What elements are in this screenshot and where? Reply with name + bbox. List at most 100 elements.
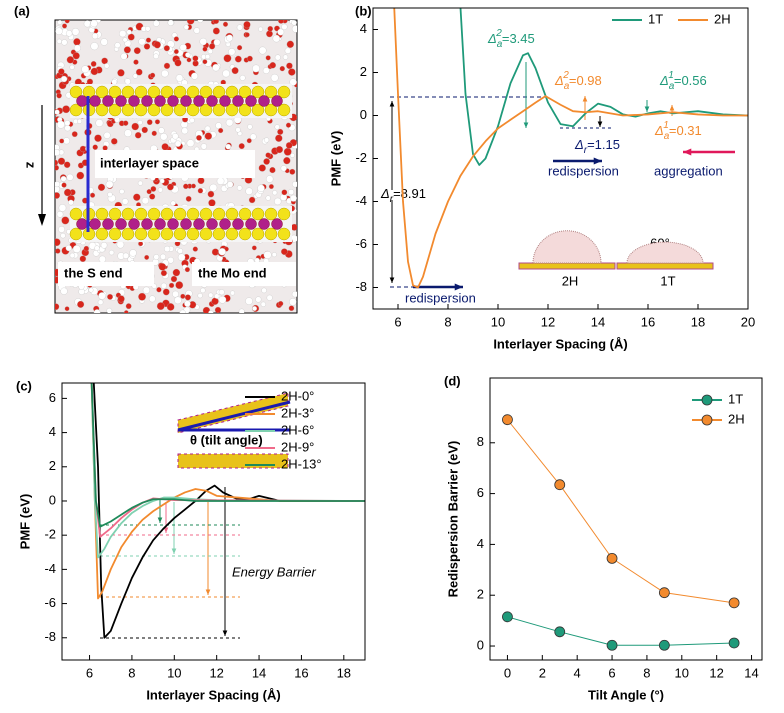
annotation-part: a xyxy=(664,131,670,142)
atom xyxy=(204,125,211,132)
atom xyxy=(222,69,230,78)
y-tick-label: 6 xyxy=(477,485,484,500)
sulfur xyxy=(264,85,278,99)
atom xyxy=(272,34,281,43)
atom xyxy=(218,295,227,304)
atom xyxy=(100,38,108,46)
data-point xyxy=(502,414,513,426)
atom xyxy=(83,20,91,28)
atom xyxy=(288,305,295,311)
atom xyxy=(197,177,205,185)
atom xyxy=(57,157,66,165)
series-line xyxy=(507,616,735,646)
atom xyxy=(258,164,266,172)
annotation-part: =1.15 xyxy=(587,137,620,152)
arrow-head xyxy=(38,214,46,226)
molybdenum xyxy=(206,218,218,230)
legend-label: 2H-0° xyxy=(281,388,314,403)
atom xyxy=(184,300,191,307)
annotation-part: Δ xyxy=(659,73,669,88)
sulfur xyxy=(134,227,148,241)
atom xyxy=(119,188,125,195)
atom xyxy=(61,182,67,188)
panel-label: (c) xyxy=(16,378,32,393)
legend-marker xyxy=(701,394,713,406)
series-line xyxy=(90,383,365,559)
sulfur xyxy=(134,103,148,117)
atom xyxy=(58,68,65,75)
atom xyxy=(172,268,181,277)
atom xyxy=(61,216,70,225)
atom xyxy=(185,195,192,202)
x-tick-label: 12 xyxy=(709,665,723,680)
atom xyxy=(138,241,144,247)
sulfur xyxy=(173,85,187,99)
atom xyxy=(261,287,267,294)
arrow-head xyxy=(593,157,602,165)
atom xyxy=(186,57,192,63)
annotation-part: 1 xyxy=(663,120,669,131)
plot-frame xyxy=(489,377,763,661)
atom xyxy=(146,119,153,126)
atom xyxy=(150,72,156,78)
sulfur xyxy=(199,85,213,99)
atom xyxy=(258,46,267,55)
atom xyxy=(174,140,182,147)
x-tick-label: 6 xyxy=(608,665,615,680)
atom xyxy=(193,27,200,34)
atom xyxy=(76,171,85,180)
sulfur xyxy=(212,207,226,221)
annotation-part: =0.98 xyxy=(569,73,602,88)
atom xyxy=(101,57,108,65)
atom xyxy=(184,294,191,301)
sulfur xyxy=(264,207,278,221)
atom xyxy=(196,134,202,141)
y-tick-label: 0 xyxy=(477,637,484,652)
atom xyxy=(121,198,129,205)
sulfur xyxy=(160,207,174,221)
x-tick-label: 18 xyxy=(691,314,705,329)
x-tick-label: 0 xyxy=(504,665,511,680)
atom xyxy=(192,55,199,62)
arrow-head xyxy=(205,589,211,595)
atom xyxy=(291,291,297,298)
atom xyxy=(119,30,127,38)
annotation: Δa2=0.98 xyxy=(554,70,602,92)
molybdenum xyxy=(232,218,244,230)
sulfur xyxy=(147,227,161,241)
atom xyxy=(286,40,295,48)
y-tick-label: -6 xyxy=(355,236,367,251)
legend-label: 2H-13° xyxy=(281,456,322,471)
molybdenum xyxy=(128,218,140,230)
annotation: Δr=1.15 xyxy=(574,137,620,155)
sulfur xyxy=(95,227,109,241)
atom xyxy=(248,196,256,204)
x-tick-label: 12 xyxy=(541,314,555,329)
atom xyxy=(90,192,96,198)
atom xyxy=(262,67,270,74)
atom xyxy=(117,69,125,77)
atom xyxy=(60,175,67,182)
y-tick-label: 4 xyxy=(49,424,56,439)
y-tick-label: 2 xyxy=(49,458,56,473)
legend-label: 1T xyxy=(728,391,743,406)
atom xyxy=(111,79,118,85)
panel-label: (b) xyxy=(355,3,372,18)
arrow-head xyxy=(389,101,395,107)
atom xyxy=(163,62,171,69)
sulfur xyxy=(160,227,174,241)
sulfur xyxy=(69,85,83,99)
atom xyxy=(200,287,206,294)
annotation: Δa1=0.31 xyxy=(654,120,702,142)
molybdenum xyxy=(76,95,88,107)
atom xyxy=(197,188,204,194)
sulfur xyxy=(238,103,252,117)
data-point xyxy=(502,611,513,623)
annotation-part: Δ xyxy=(554,73,564,88)
annotation-part: =3.45 xyxy=(502,31,535,46)
y-tick-label: 4 xyxy=(477,536,484,551)
arrow-head xyxy=(523,122,529,128)
atom xyxy=(103,131,111,139)
atom xyxy=(239,75,246,81)
